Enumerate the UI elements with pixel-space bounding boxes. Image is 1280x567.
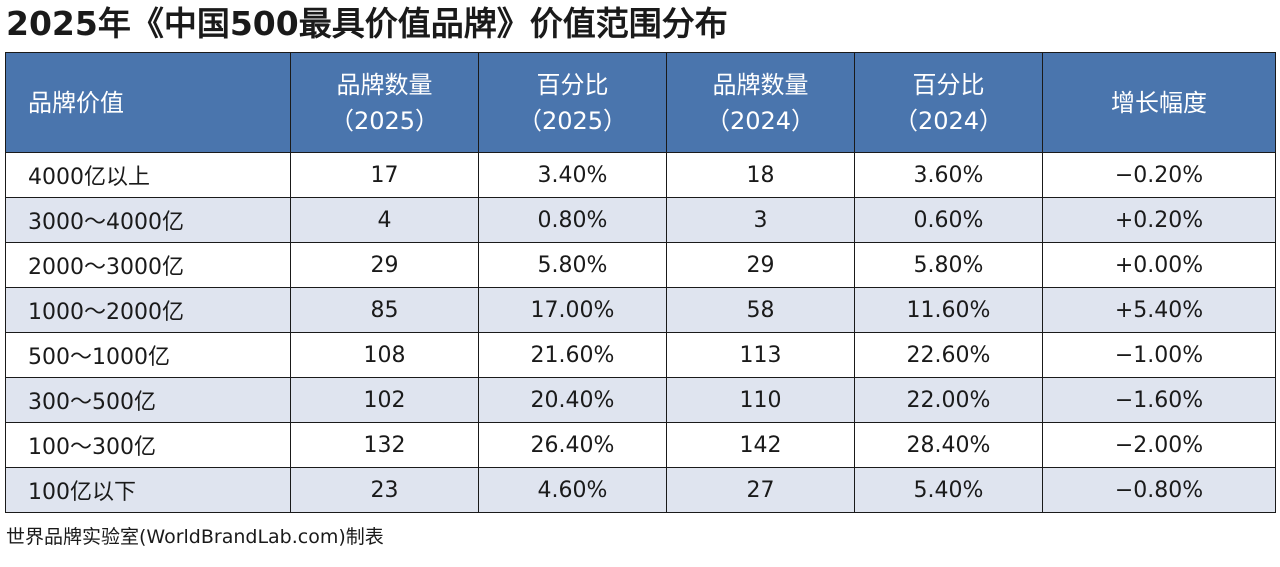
cell-count-2024: 18 [666, 152, 855, 198]
cell-growth: +0.20% [1042, 197, 1276, 243]
page-title: 2025年《中国500最具价值品牌》价值范围分布 [6, 4, 728, 43]
cell-count-2024: 29 [666, 242, 855, 288]
cell-range: 300～500亿 [5, 377, 291, 423]
cell-percent-2024: 28.40% [854, 422, 1043, 468]
cell-range: 100～300亿 [5, 422, 291, 468]
table-row: 2000～3000亿 29 5.80% 29 5.80% +0.00% [5, 242, 1276, 288]
table-row: 300～500亿 102 20.40% 110 22.00% −1.60% [5, 377, 1276, 423]
cell-count-2024: 27 [666, 467, 855, 513]
cell-range: 500～1000亿 [5, 332, 291, 378]
cell-count-2024: 113 [666, 332, 855, 378]
cell-growth: −0.80% [1042, 467, 1276, 513]
cell-growth: −1.60% [1042, 377, 1276, 423]
table-row: 100亿以下 23 4.60% 27 5.40% −0.80% [5, 467, 1276, 513]
cell-percent-2024: 22.00% [854, 377, 1043, 423]
header-percent-2024: 百分比 （2024） [854, 52, 1043, 153]
cell-percent-2025: 26.40% [478, 422, 667, 468]
header-growth: 增长幅度 [1042, 52, 1276, 153]
cell-count-2024: 110 [666, 377, 855, 423]
table-row: 1000～2000亿 85 17.00% 58 11.60% +5.40% [5, 287, 1276, 333]
cell-count-2025: 132 [290, 422, 479, 468]
cell-count-2025: 4 [290, 197, 479, 243]
cell-percent-2025: 0.80% [478, 197, 667, 243]
cell-percent-2025: 3.40% [478, 152, 667, 198]
table-row: 500～1000亿 108 21.60% 113 22.60% −1.00% [5, 332, 1276, 378]
cell-growth: −1.00% [1042, 332, 1276, 378]
table-row: 3000～4000亿 4 0.80% 3 0.60% +0.20% [5, 197, 1276, 243]
cell-percent-2025: 17.00% [478, 287, 667, 333]
cell-percent-2024: 11.60% [854, 287, 1043, 333]
cell-count-2024: 58 [666, 287, 855, 333]
cell-range: 100亿以下 [5, 467, 291, 513]
cell-range: 2000～3000亿 [5, 242, 291, 288]
cell-range: 1000～2000亿 [5, 287, 291, 333]
cell-percent-2024: 0.60% [854, 197, 1043, 243]
source-credit: 世界品牌实验室(WorldBrandLab.com)制表 [6, 526, 384, 548]
cell-count-2025: 29 [290, 242, 479, 288]
cell-percent-2025: 21.60% [478, 332, 667, 378]
cell-percent-2025: 4.60% [478, 467, 667, 513]
table-row: 100～300亿 132 26.40% 142 28.40% −2.00% [5, 422, 1276, 468]
cell-count-2024: 142 [666, 422, 855, 468]
header-count-2024: 品牌数量 （2024） [666, 52, 855, 153]
cell-count-2025: 17 [290, 152, 479, 198]
table-row: 4000亿以上 17 3.40% 18 3.60% −0.20% [5, 152, 1276, 198]
cell-count-2025: 23 [290, 467, 479, 513]
cell-percent-2024: 3.60% [854, 152, 1043, 198]
table-header-row: 品牌价值 品牌数量 （2025） 百分比 （2025） 品牌数量 （2024） 百分比… [5, 52, 1276, 153]
cell-range: 4000亿以上 [5, 152, 291, 198]
cell-percent-2024: 5.40% [854, 467, 1043, 513]
cell-percent-2024: 22.60% [854, 332, 1043, 378]
cell-percent-2024: 5.80% [854, 242, 1043, 288]
header-brand-value: 品牌价值 [5, 52, 291, 153]
header-percent-2025: 百分比 （2025） [478, 52, 667, 153]
header-count-2025: 品牌数量 （2025） [290, 52, 479, 153]
cell-count-2025: 108 [290, 332, 479, 378]
cell-count-2025: 102 [290, 377, 479, 423]
cell-growth: −0.20% [1042, 152, 1276, 198]
cell-count-2024: 3 [666, 197, 855, 243]
cell-range: 3000～4000亿 [5, 197, 291, 243]
cell-growth: −2.00% [1042, 422, 1276, 468]
cell-percent-2025: 5.80% [478, 242, 667, 288]
cell-growth: +5.40% [1042, 287, 1276, 333]
cell-growth: +0.00% [1042, 242, 1276, 288]
cell-percent-2025: 20.40% [478, 377, 667, 423]
cell-count-2025: 85 [290, 287, 479, 333]
value-distribution-table: 品牌价值 品牌数量 （2025） 百分比 （2025） 品牌数量 （2024） 百分比… [5, 52, 1276, 513]
